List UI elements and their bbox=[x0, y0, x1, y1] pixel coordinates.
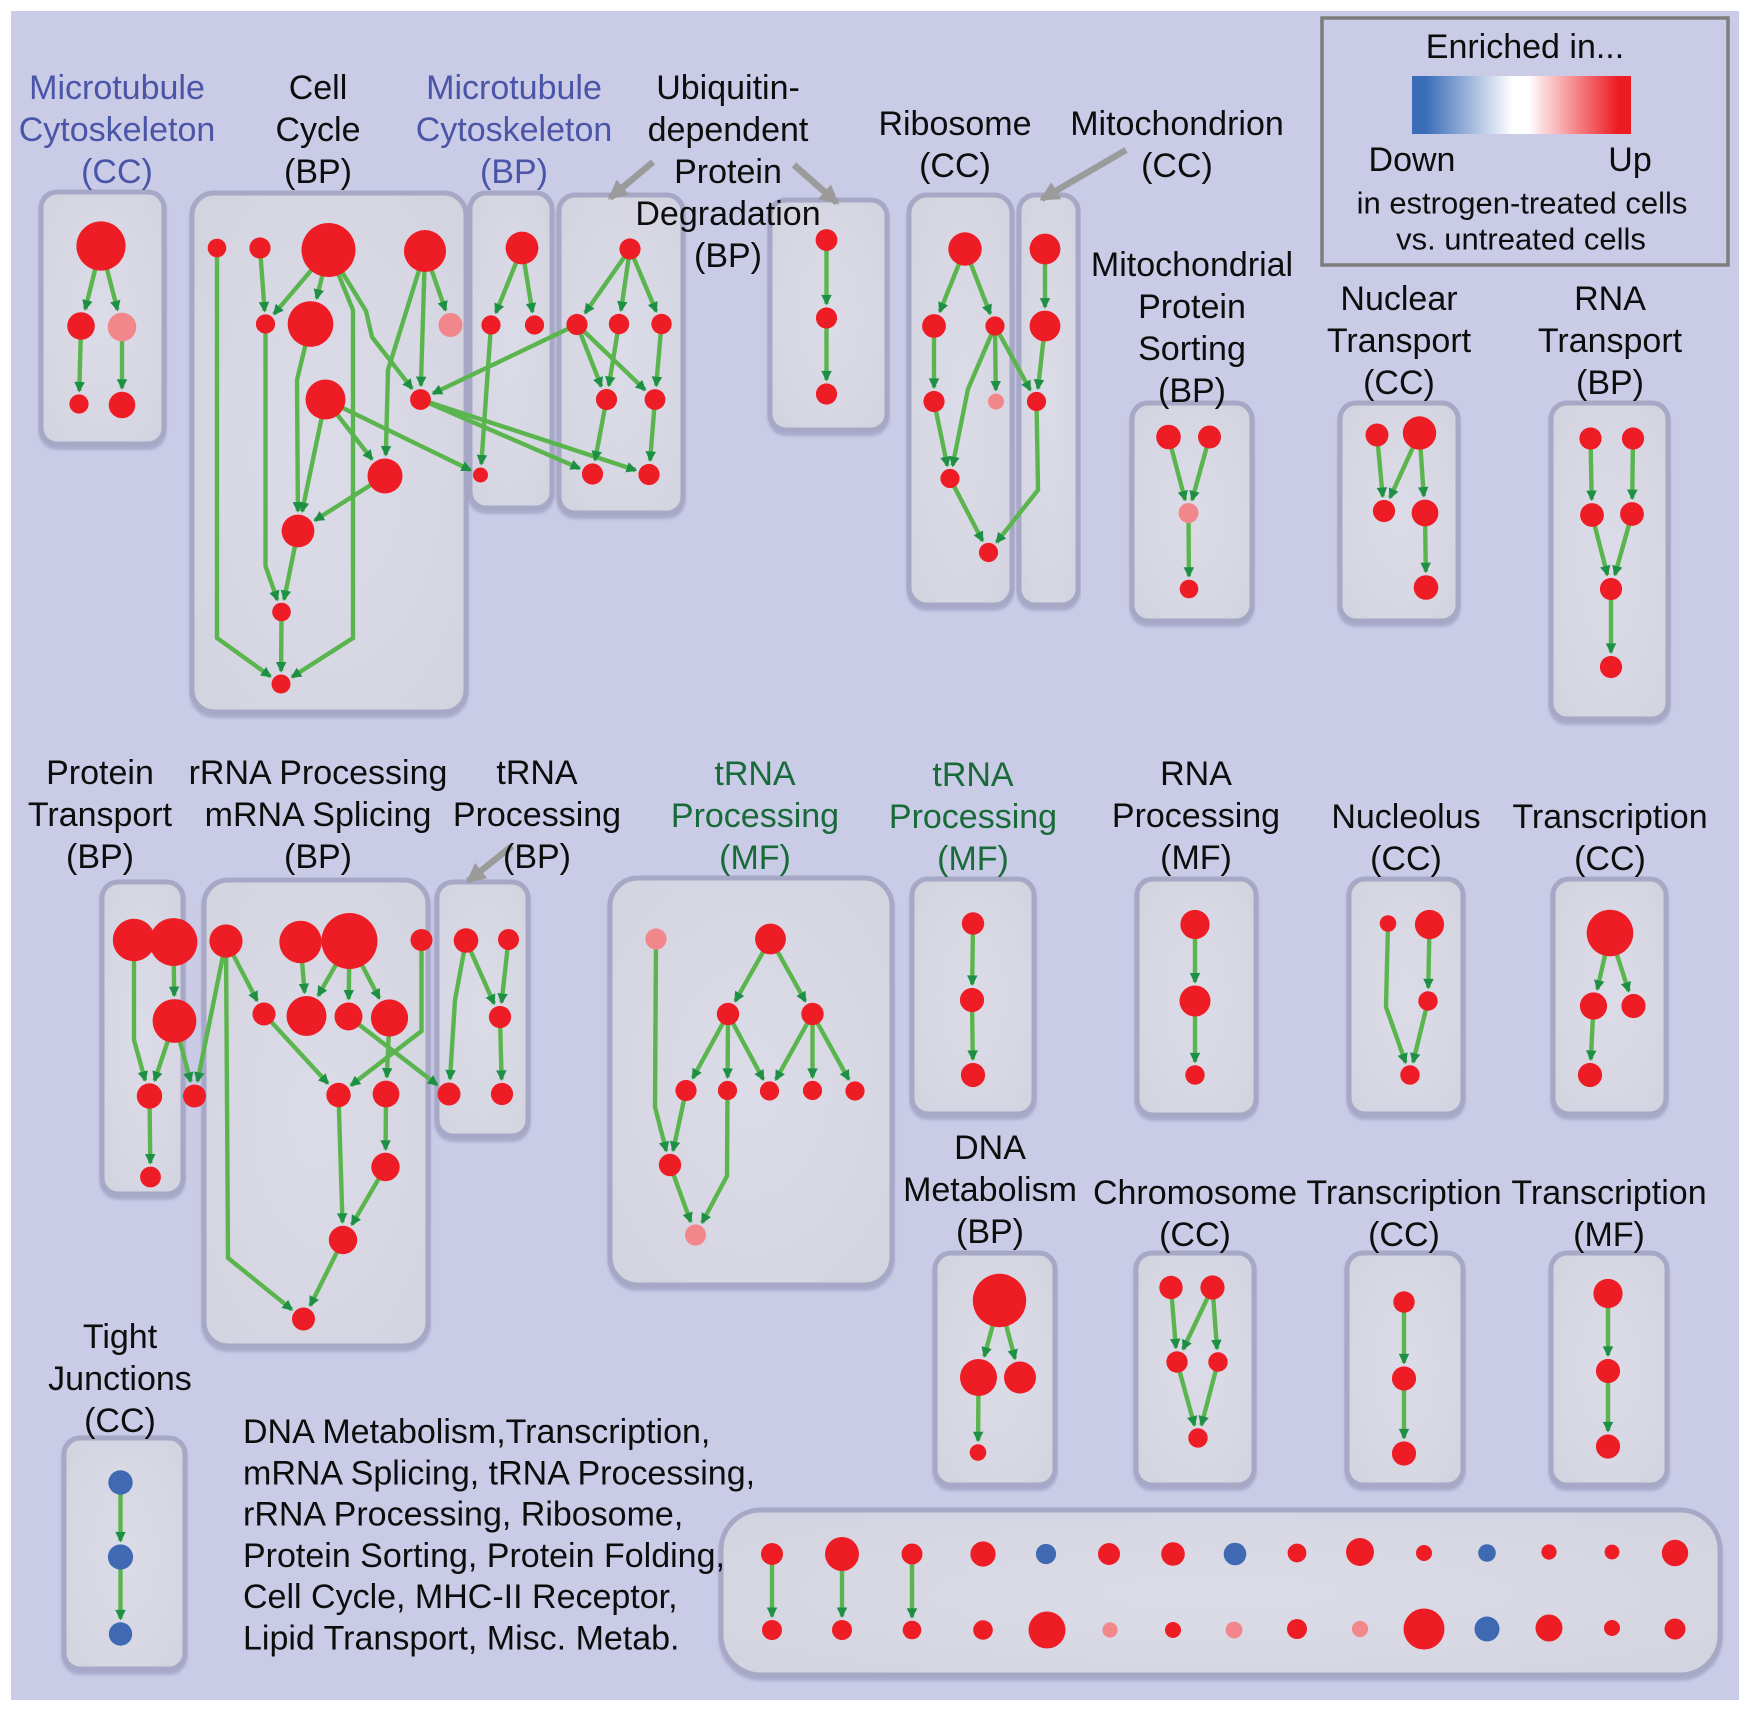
svg-text:Transcription: Transcription bbox=[1306, 1174, 1501, 1212]
svg-text:Lipid Transport, Misc. Metab.: Lipid Transport, Misc. Metab. bbox=[243, 1620, 680, 1658]
svg-text:(CC): (CC) bbox=[1370, 840, 1442, 878]
svg-text:Cycle: Cycle bbox=[275, 111, 360, 149]
svg-text:(BP): (BP) bbox=[503, 838, 571, 876]
svg-text:(BP): (BP) bbox=[66, 838, 134, 876]
svg-text:in estrogen-treated cells: in estrogen-treated cells bbox=[1357, 186, 1688, 221]
svg-text:(CC): (CC) bbox=[1363, 364, 1435, 402]
svg-text:(CC): (CC) bbox=[81, 153, 153, 191]
svg-text:Tight: Tight bbox=[83, 1318, 158, 1356]
svg-text:Processing: Processing bbox=[453, 796, 621, 834]
svg-text:rRNA Processing: rRNA Processing bbox=[189, 754, 448, 792]
svg-text:(BP): (BP) bbox=[284, 153, 352, 191]
svg-text:(CC): (CC) bbox=[1159, 1216, 1231, 1254]
svg-text:Cell Cycle, MHC-II Receptor,: Cell Cycle, MHC-II Receptor, bbox=[243, 1578, 678, 1616]
svg-text:Degradation: Degradation bbox=[635, 195, 820, 233]
svg-text:vs. untreated cells: vs. untreated cells bbox=[1396, 222, 1646, 257]
svg-text:(BP): (BP) bbox=[284, 838, 352, 876]
svg-text:(BP): (BP) bbox=[956, 1213, 1024, 1251]
svg-text:(BP): (BP) bbox=[1158, 372, 1226, 410]
svg-text:Sorting: Sorting bbox=[1138, 330, 1246, 368]
svg-text:Transport: Transport bbox=[28, 796, 173, 834]
svg-text:Cell: Cell bbox=[289, 69, 348, 107]
svg-text:Chromosome: Chromosome bbox=[1093, 1174, 1297, 1212]
svg-text:Down: Down bbox=[1369, 141, 1456, 179]
svg-text:Transcription: Transcription bbox=[1511, 1174, 1706, 1212]
svg-text:tRNA: tRNA bbox=[714, 755, 796, 793]
svg-text:(CC): (CC) bbox=[919, 147, 991, 185]
svg-text:Transcription: Transcription bbox=[1512, 798, 1707, 836]
svg-text:Enriched in...: Enriched in... bbox=[1426, 28, 1624, 66]
svg-text:Mitochondrial: Mitochondrial bbox=[1091, 246, 1293, 284]
svg-text:dependent: dependent bbox=[648, 111, 809, 149]
svg-text:(BP): (BP) bbox=[1576, 364, 1644, 402]
svg-text:Metabolism: Metabolism bbox=[903, 1171, 1077, 1209]
svg-text:tRNA: tRNA bbox=[496, 754, 578, 792]
svg-text:Ribosome: Ribosome bbox=[878, 105, 1031, 143]
svg-text:(CC): (CC) bbox=[84, 1402, 156, 1440]
svg-text:(CC): (CC) bbox=[1141, 147, 1213, 185]
svg-text:(BP): (BP) bbox=[694, 237, 762, 275]
svg-text:Microtubule: Microtubule bbox=[426, 69, 602, 107]
svg-text:DNA Metabolism,Transcription,: DNA Metabolism,Transcription, bbox=[243, 1413, 710, 1451]
svg-text:Nucleolus: Nucleolus bbox=[1331, 798, 1480, 836]
svg-text:Processing: Processing bbox=[1112, 797, 1280, 835]
svg-text:RNA: RNA bbox=[1160, 755, 1232, 793]
svg-text:Cytoskeleton: Cytoskeleton bbox=[416, 111, 613, 149]
svg-text:Protein: Protein bbox=[674, 153, 782, 191]
svg-text:(CC): (CC) bbox=[1574, 840, 1646, 878]
svg-text:(MF): (MF) bbox=[937, 840, 1009, 878]
svg-text:(CC): (CC) bbox=[1368, 1216, 1440, 1254]
svg-text:Nuclear: Nuclear bbox=[1340, 280, 1457, 318]
svg-text:Transport: Transport bbox=[1538, 322, 1683, 360]
svg-text:tRNA: tRNA bbox=[932, 756, 1014, 794]
svg-text:Junctions: Junctions bbox=[48, 1360, 192, 1398]
svg-text:Processing: Processing bbox=[889, 798, 1057, 836]
svg-text:(MF): (MF) bbox=[1160, 839, 1232, 877]
svg-text:Processing: Processing bbox=[671, 797, 839, 835]
svg-text:Protein: Protein bbox=[46, 754, 154, 792]
svg-text:Up: Up bbox=[1608, 141, 1651, 179]
svg-text:rRNA Processing, Ribosome,: rRNA Processing, Ribosome, bbox=[243, 1496, 683, 1534]
svg-text:mRNA Splicing, tRNA Processing: mRNA Splicing, tRNA Processing, bbox=[243, 1454, 755, 1492]
svg-text:mRNA Splicing: mRNA Splicing bbox=[205, 796, 432, 834]
svg-text:Transport: Transport bbox=[1327, 322, 1472, 360]
svg-text:(MF): (MF) bbox=[719, 839, 791, 877]
svg-text:Ubiquitin-: Ubiquitin- bbox=[656, 69, 800, 107]
svg-text:Mitochondrion: Mitochondrion bbox=[1070, 105, 1284, 143]
svg-text:(MF): (MF) bbox=[1573, 1216, 1645, 1254]
svg-text:RNA: RNA bbox=[1574, 280, 1646, 318]
svg-text:DNA: DNA bbox=[954, 1129, 1026, 1167]
svg-text:Protein: Protein bbox=[1138, 288, 1246, 326]
svg-text:Microtubule: Microtubule bbox=[29, 69, 205, 107]
svg-text:Protein Sorting, Protein Foldi: Protein Sorting, Protein Folding, bbox=[243, 1537, 725, 1575]
svg-text:(BP): (BP) bbox=[480, 153, 548, 191]
svg-text:Cytoskeleton: Cytoskeleton bbox=[19, 111, 216, 149]
